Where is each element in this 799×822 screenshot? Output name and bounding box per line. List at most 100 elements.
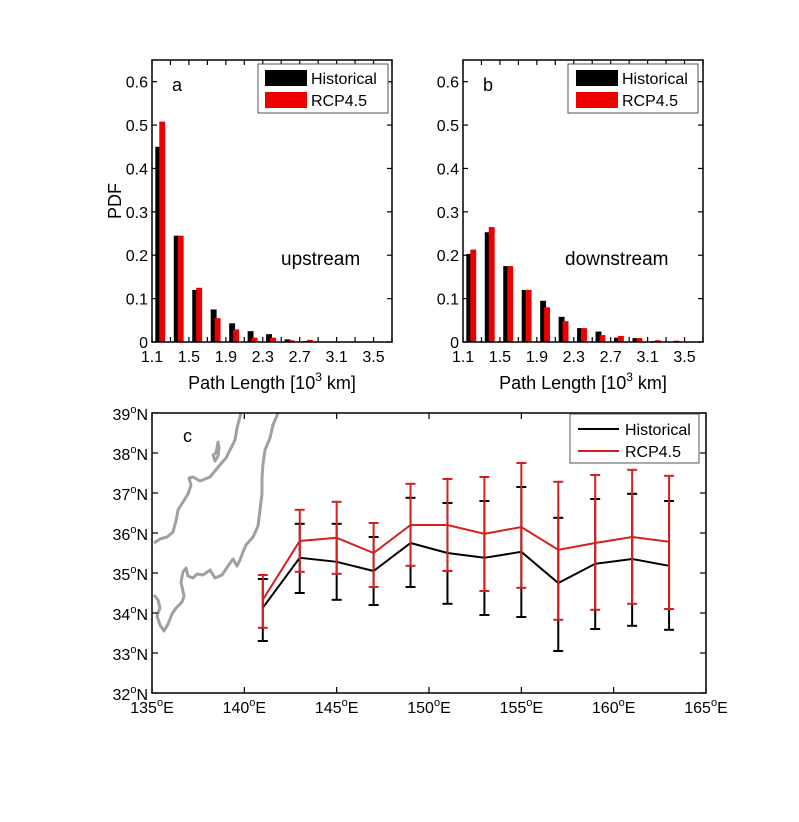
ytick-label: 0.4 [437,161,459,178]
xlabel-main: Path Length [10 [188,373,315,393]
legend-label-rcp45: RCP4.5 [622,93,678,110]
xtick-label: 140oE [223,697,266,717]
legend-swatch-historical [265,70,307,86]
bar-historical-2.0 [229,323,236,342]
legend-label-historical: Historical [625,422,691,439]
xtick-label: 3.5 [362,349,384,366]
bar-rcp45-2.2 [562,321,569,342]
panel-c-legend: Historical RCP4.5 [569,413,700,464]
panel-a-annotation: upstream [281,249,360,270]
bar-historical-2.4 [577,328,583,342]
bar-historical-2.6 [595,331,602,342]
panel-c-path-latitude: 32oN 33oN 34oN 35oN 36oN 37oN 38oN 39oN 135oE 140… [113,404,728,717]
ytick-label: 0.1 [437,292,459,309]
bar-rcp45-1.4 [177,235,184,342]
bar-historical-2.0 [540,300,547,342]
xlabel-main: Path Length [10 [499,373,626,393]
bar-rcp45-1.6 [507,266,514,342]
ytick-label: 0.6 [126,75,148,92]
legend-label-historical: Historical [311,71,377,88]
xtick-label: 150oE [407,697,451,717]
panel-c-axes: 32oN 33oN 34oN 35oN 36oN 37oN 38oN 39oN 135oE 140… [113,404,728,717]
bar-rcp45-2.0 [233,329,240,342]
mean-line-rcp45 [261,524,670,601]
xtick-label: 1.5 [489,349,511,366]
ytick-label: 36oN [113,524,148,544]
xtick-label: 1.9 [526,349,548,366]
legend-label-rcp45: RCP4.5 [311,93,367,110]
panel-c-label: c [183,426,192,446]
island-small [211,440,221,463]
xlabel-sup: 3 [626,370,633,384]
panel-b-annotation: downstream [565,249,669,270]
bar-rcp45-2.4 [581,328,587,342]
ytick-label: 0.1 [126,292,148,309]
panel-b-bars [466,227,680,342]
legend-swatch-rcp45 [576,92,618,108]
panel-b-legend: Historical RCP4.5 [567,63,699,114]
xtick-label: 3.1 [636,349,658,366]
xlabel-tail: km] [633,373,667,393]
legend-swatch-historical [576,70,618,86]
panel-a-xlabel: Path Length [103 km] [188,370,356,393]
bar-rcp45-1.8 [525,289,532,342]
xtick-label: 160oE [592,697,636,717]
ytick-label: 0.2 [126,248,148,265]
legend-label-rcp45: RCP4.5 [625,444,681,461]
ytick-label: 35oN [113,564,148,584]
bar-historical-2.2 [558,316,565,342]
series-rcp45 [257,462,675,629]
xtick-label: 145oE [315,697,359,717]
panel-a-histogram-upstream: 0 0.1 0.2 0.3 0.4 0.5 0.6 1.1 1.5 1.9 2.3 2.7 3.1 3.5… [105,59,393,393]
bar-historical-1.4 [484,232,491,342]
xtick-label: 3.1 [325,349,347,366]
legend-frame [569,413,700,464]
ytick-label: 0.6 [437,75,459,92]
bar-rcp45-1.2 [470,249,477,342]
xtick-label: 1.1 [452,349,474,366]
ytick-label: 0.3 [437,205,459,222]
ytick-label: 32oN [113,684,148,704]
bar-rcp45-3.2 [654,340,661,342]
bar-historical-2.4 [266,334,272,342]
plot-frame [462,59,704,343]
xtick-label: 2.3 [252,349,274,366]
xtick-label: 135oE [130,697,174,717]
bar-historical-1.8 [210,309,217,342]
legend-swatch-rcp45 [265,92,307,108]
xtick-label: 155oE [500,697,544,717]
bar-rcp45-2.2 [251,337,258,342]
ytick-label: 38oN [113,444,148,464]
panel-b-xlabel: Path Length [103 km] [499,370,667,393]
panel-c-series [257,462,675,652]
bar-historical-2.2 [247,331,254,342]
ytick-label: 34oN [113,604,148,624]
ytick-label: 0.5 [126,118,148,135]
ytick-label: 39oN [113,404,148,424]
bar-historical-1.8 [521,289,528,342]
xtick-label: 2.7 [289,349,311,366]
coastline-west [153,412,243,545]
panel-b-histogram-downstream: 0 0.1 0.2 0.3 0.4 0.5 0.6 1.1 1.5 1.9 2.3 2.7 3.1 3.5… [437,59,704,393]
ytick-label: 0.4 [126,161,148,178]
panel-a-bars [155,121,328,342]
bar-rcp45-2.6 [288,340,295,342]
bar-rcp45-3.0 [636,338,643,342]
bar-historical-1.4 [173,235,180,342]
panel-b-axes: 0 0.1 0.2 0.3 0.4 0.5 0.6 1.1 1.5 1.9 2.3 2.7 3.1 3.5 [437,59,704,366]
panel-b-label: b [483,75,493,95]
xtick-label: 165oE [684,697,728,717]
legend-label-historical: Historical [622,71,688,88]
xtick-label: 1.5 [178,349,200,366]
bar-rcp45-2.0 [544,307,551,342]
bar-rcp45-1.6 [196,287,203,342]
ytick-label: 0.3 [126,205,148,222]
coastline-east [152,412,280,633]
bar-rcp45-2.6 [599,335,606,342]
bar-historical-2.6 [284,339,291,342]
bar-rcp45-2.8 [306,339,313,342]
xtick-label: 2.3 [563,349,585,366]
ytick-label: 0.2 [437,248,459,265]
bar-rcp45-2.8 [617,335,624,342]
